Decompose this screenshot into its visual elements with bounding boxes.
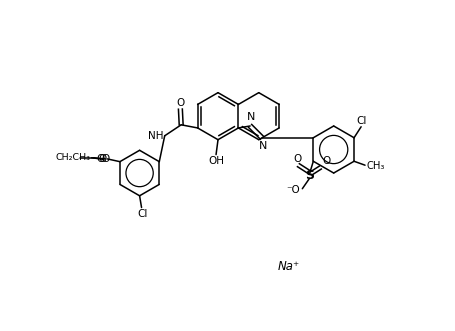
Text: Cl: Cl xyxy=(137,209,147,219)
Text: ⁻O: ⁻O xyxy=(286,185,299,195)
Text: O: O xyxy=(321,156,329,166)
Text: CH₃: CH₃ xyxy=(366,161,384,171)
Text: Na⁺: Na⁺ xyxy=(277,260,299,273)
Text: O: O xyxy=(101,154,110,164)
Text: N: N xyxy=(258,141,266,151)
Text: O: O xyxy=(98,154,106,164)
Text: Cl: Cl xyxy=(356,116,366,125)
Text: S: S xyxy=(304,169,313,182)
Text: CH₂CH₃: CH₂CH₃ xyxy=(56,153,90,162)
Text: O: O xyxy=(293,154,301,164)
Text: N: N xyxy=(246,112,254,122)
Text: NH: NH xyxy=(147,131,163,141)
Text: O: O xyxy=(96,154,104,164)
Text: O: O xyxy=(176,98,184,108)
Text: OH: OH xyxy=(207,156,223,166)
